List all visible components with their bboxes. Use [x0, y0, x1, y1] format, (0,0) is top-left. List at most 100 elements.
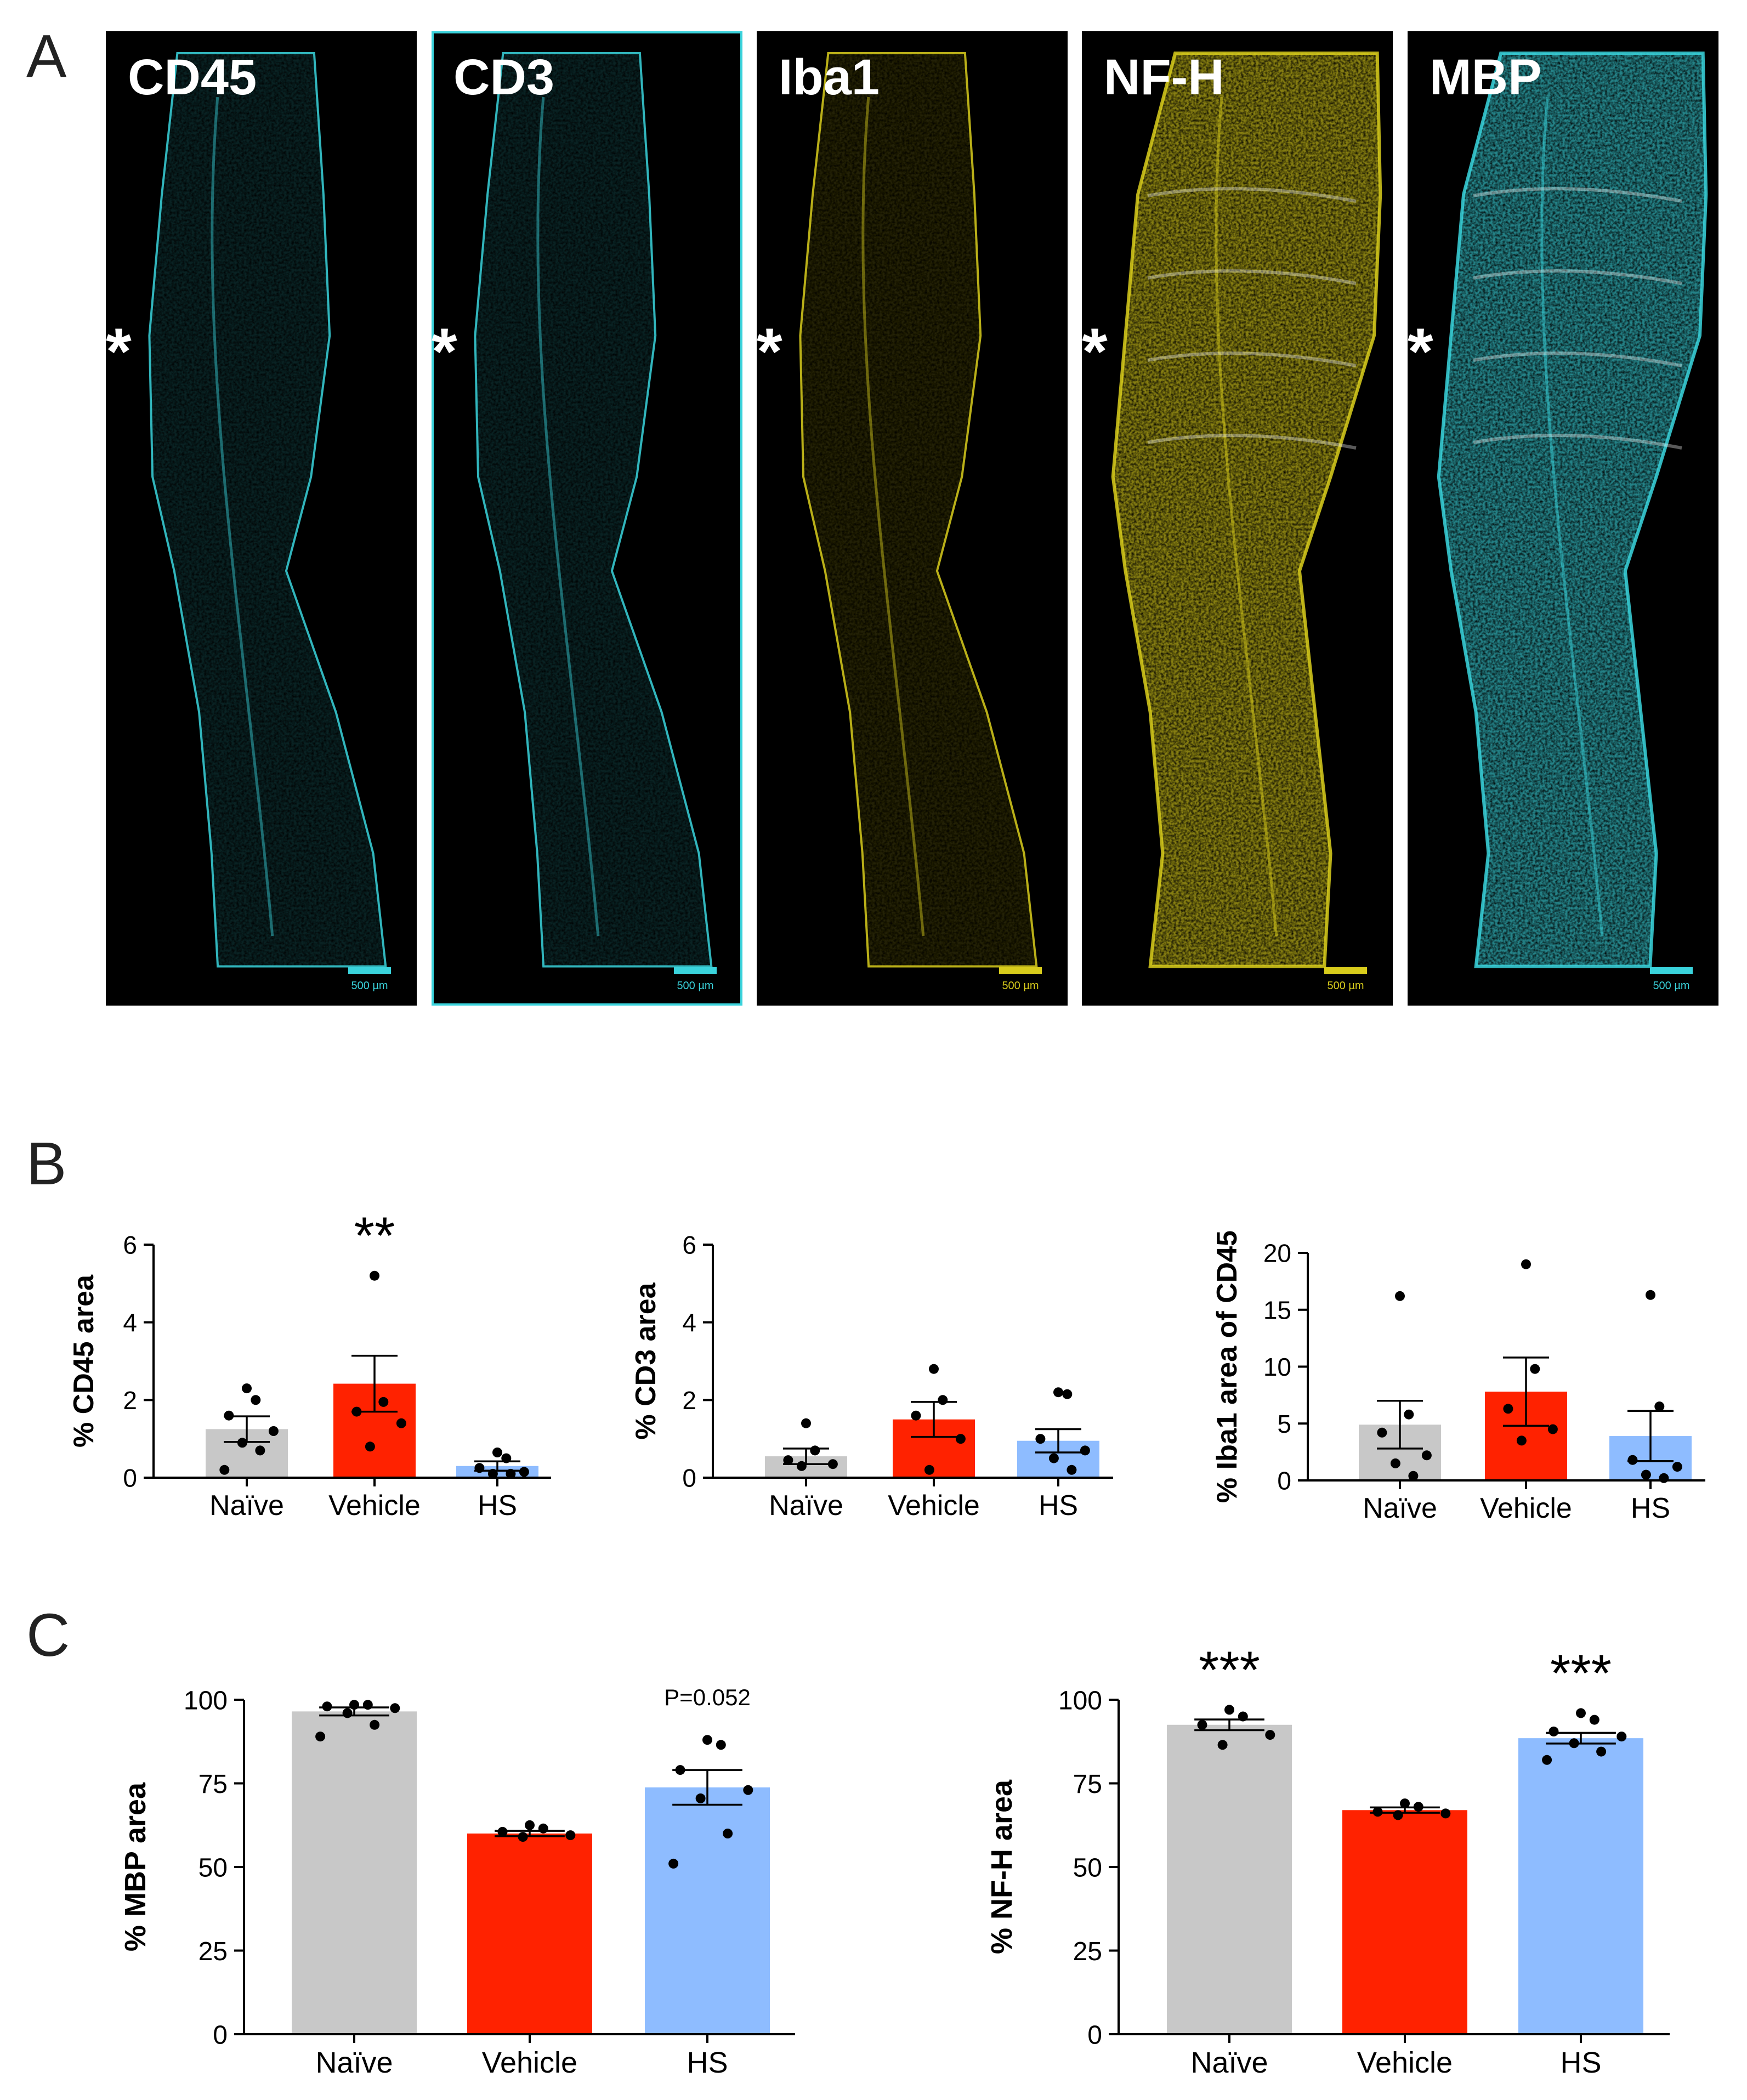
- tissue-midline: [536, 97, 600, 937]
- tissue-outline: [148, 52, 387, 968]
- bar-vehicle: [1342, 1810, 1467, 2034]
- data-point: [342, 1708, 353, 1718]
- data-point: [743, 1785, 753, 1795]
- y-tick-label: 5: [1277, 1410, 1291, 1438]
- data-point: [251, 1395, 261, 1405]
- data-point: [1627, 1455, 1638, 1465]
- x-tick-label: Naïve: [209, 1490, 284, 1522]
- y-tick-label: 0: [682, 1464, 696, 1492]
- data-point: [1067, 1465, 1077, 1475]
- micrograph-mbp: MBP * 500 µm: [1408, 31, 1718, 1006]
- data-point: [518, 1832, 528, 1842]
- micrograph-label: CD45: [128, 49, 257, 105]
- scale-bar-label: 500 µm: [1002, 980, 1039, 992]
- data-point: [506, 1468, 516, 1479]
- data-point: [501, 1453, 512, 1463]
- data-point: [1372, 1807, 1383, 1817]
- x-tick-label: Vehicle: [1480, 1492, 1572, 1524]
- y-tick-label: 50: [1073, 1853, 1102, 1882]
- x-tick-label: HS: [687, 2046, 728, 2079]
- chart-mbp: 0 25 50 75 100 Naïve Vehicle HS % MBP area P=0.05…: [119, 1684, 795, 2079]
- tissue-section: [1113, 53, 1381, 967]
- micrograph-iba1: Iba1 * 500 µm: [757, 31, 1068, 1006]
- significance-marker: **: [354, 1207, 395, 1265]
- data-point: [224, 1410, 234, 1421]
- p-value-annotation: P=0.052: [664, 1684, 751, 1710]
- data-point: [242, 1383, 252, 1394]
- x-tick-label: HS: [478, 1490, 517, 1522]
- data-point: [1224, 1705, 1234, 1715]
- data-point: [538, 1823, 548, 1834]
- tissue-midline: [1540, 97, 1604, 937]
- data-point: [487, 1468, 498, 1479]
- bar-nave: [1167, 1724, 1292, 2034]
- y-tick-label: 0: [123, 1464, 137, 1492]
- x-tick-label: HS: [1560, 2046, 1601, 2079]
- tissue-outline: [474, 52, 713, 968]
- y-tick-label: 4: [682, 1308, 696, 1337]
- tissue-section: [1438, 53, 1706, 967]
- tissue-midline: [1215, 97, 1278, 937]
- data-point: [1408, 1471, 1419, 1481]
- data-point: [351, 1406, 362, 1417]
- chart-cd3: 0 2 4 6 Naïve Vehicle HS % CD3 area: [630, 1231, 1113, 1522]
- data-point: [695, 1793, 706, 1803]
- data-point: [565, 1830, 576, 1841]
- y-axis-label: % Iba1 area of CD45: [1211, 1230, 1243, 1503]
- y-tick-label: 2: [123, 1386, 137, 1415]
- data-point: [1035, 1434, 1046, 1444]
- chart-iba1: 0 5 10 15 20 Naïve Vehicle HS % Iba1 area of CD4…: [1211, 1230, 1705, 1524]
- scale-bar: [1650, 967, 1693, 974]
- y-tick-label: 100: [1058, 1686, 1102, 1715]
- data-point: [1569, 1738, 1579, 1749]
- y-tick-label: 0: [1087, 2020, 1102, 2050]
- data-point: [1659, 1473, 1669, 1483]
- data-point: [1062, 1389, 1073, 1399]
- x-tick-label: Vehicle: [1357, 2046, 1453, 2079]
- scale-bar-label: 500 µm: [677, 980, 713, 992]
- data-point: [519, 1467, 529, 1477]
- data-point: [1596, 1746, 1607, 1757]
- x-tick-label: Vehicle: [888, 1490, 980, 1522]
- y-tick-label: 20: [1263, 1239, 1291, 1268]
- data-point: [716, 1740, 726, 1750]
- data-point: [702, 1735, 712, 1745]
- panel-letter-b: B: [26, 1130, 66, 1197]
- data-point: [1393, 1810, 1403, 1820]
- data-point: [1395, 1291, 1405, 1301]
- y-tick-label: 6: [682, 1231, 696, 1259]
- y-tick-label: 6: [123, 1231, 137, 1259]
- scale-bar: [1324, 967, 1367, 974]
- data-point: [1542, 1755, 1552, 1765]
- y-axis-label: % CD3 area: [630, 1282, 662, 1439]
- tissue-septum: [1147, 434, 1357, 450]
- micrograph-cd3: CD3 * 500 µm: [432, 31, 742, 1006]
- data-point: [810, 1445, 820, 1456]
- data-point: [390, 1703, 400, 1713]
- scale-bar-label: 500 µm: [1327, 980, 1364, 992]
- data-point: [1390, 1458, 1400, 1468]
- data-point: [675, 1765, 685, 1775]
- data-point: [1654, 1401, 1665, 1412]
- x-tick-label: Naïve: [1363, 1492, 1437, 1524]
- tissue-septum: [1473, 351, 1682, 367]
- injury-asterisk: *: [1082, 315, 1108, 388]
- data-point: [365, 1441, 375, 1452]
- y-tick-label: 4: [123, 1308, 137, 1337]
- data-point: [955, 1434, 966, 1444]
- micrograph-label: NF-H: [1104, 49, 1224, 105]
- y-axis-label: % CD45 area: [68, 1274, 100, 1448]
- data-point: [1197, 1719, 1207, 1730]
- data-point: [1048, 1453, 1059, 1463]
- y-axis-label: % MBP area: [119, 1782, 152, 1951]
- data-point: [1672, 1462, 1682, 1472]
- data-point: [378, 1397, 389, 1407]
- data-point: [322, 1701, 332, 1712]
- data-point: [1053, 1387, 1063, 1398]
- tissue-outline: [1437, 52, 1708, 968]
- data-point: [474, 1463, 485, 1473]
- y-tick-label: 25: [198, 1937, 228, 1966]
- data-point: [315, 1732, 326, 1742]
- data-point: [1641, 1469, 1651, 1480]
